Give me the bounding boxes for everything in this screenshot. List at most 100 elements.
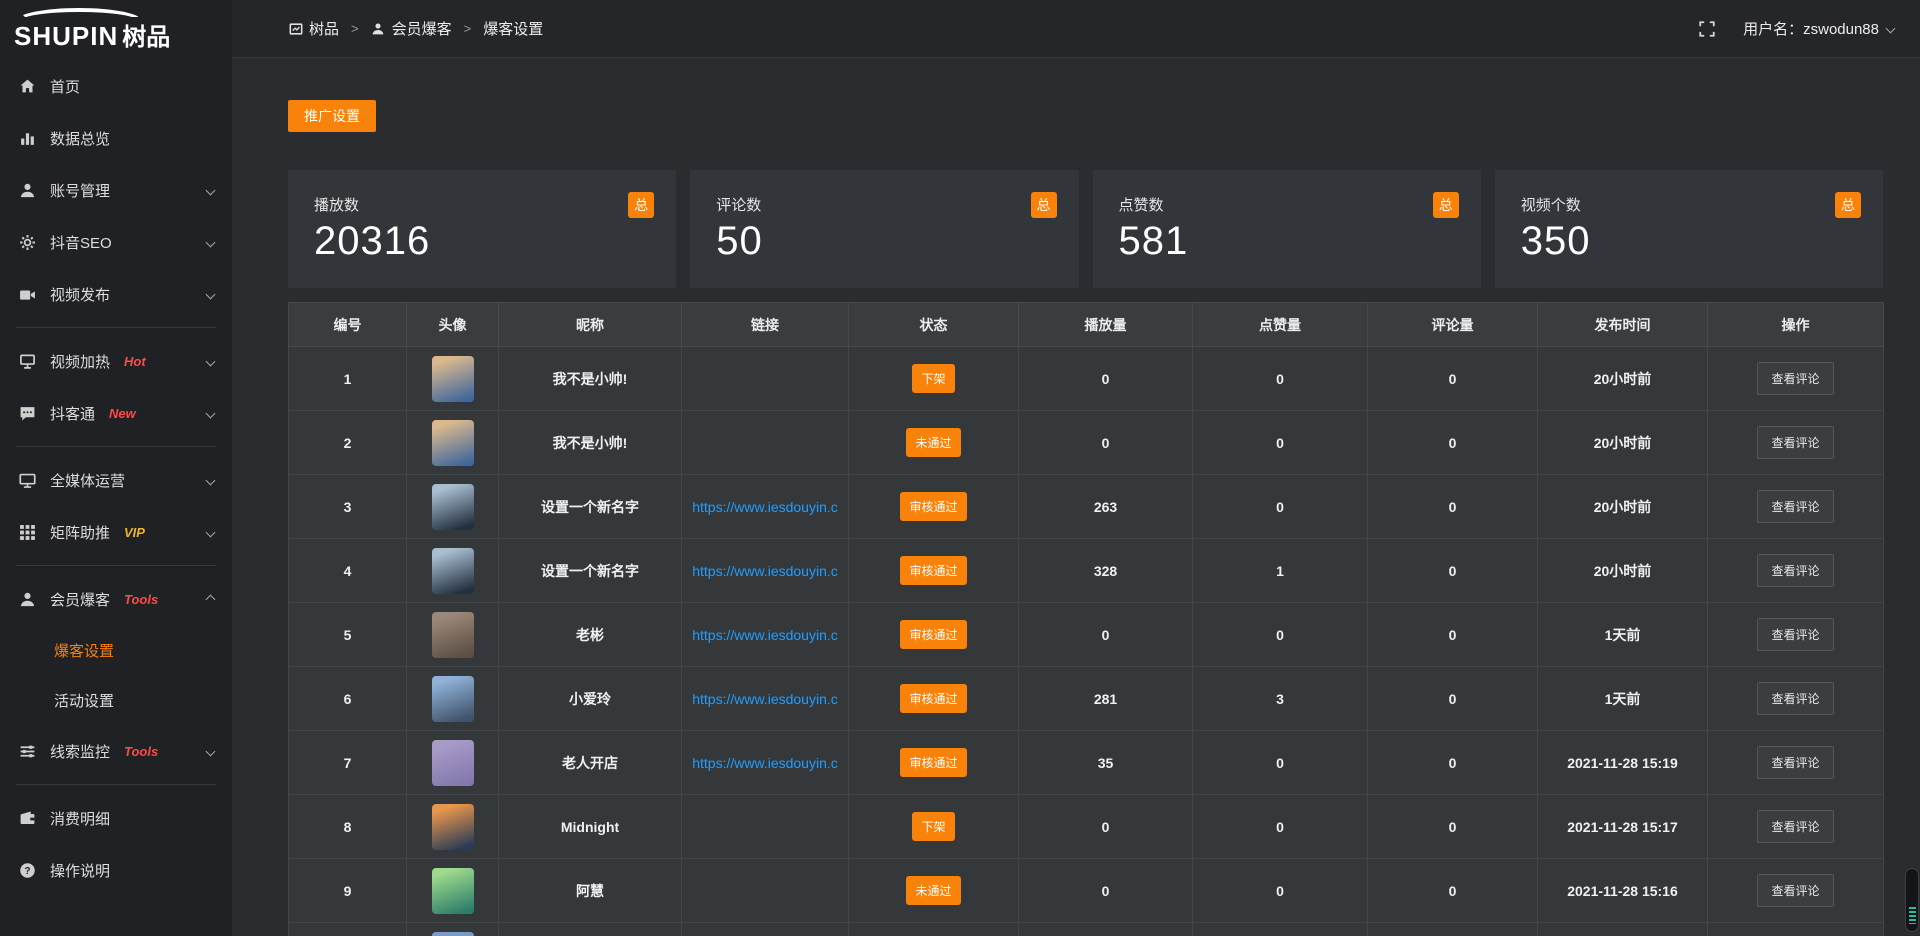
cell-avatar: [406, 346, 499, 411]
table-row: 8 Midnight 下架 0 0 0 2021-11-28 15:17 查看评…: [288, 794, 1884, 859]
sidebar-divider: [16, 327, 216, 328]
cell-nickname: Midnight: [498, 794, 682, 859]
chevron-up-icon: [205, 594, 216, 604]
cell-likes: 0: [1192, 858, 1368, 923]
user-icon: [18, 181, 36, 199]
cell-plays: 0: [1018, 602, 1193, 667]
cell-id: 2: [288, 410, 407, 475]
cell-plays: 263: [1018, 474, 1193, 539]
table-row: 5 老彬 https://www.iesdouyin.c 审核通过 0 0 0 …: [288, 602, 1884, 667]
video-link[interactable]: https://www.iesdouyin.c: [692, 690, 838, 707]
stat-card: 播放数 总 20316: [288, 170, 677, 288]
cell-status: 下架: [848, 346, 1019, 411]
sidebar-item-label: 抖音SEO: [50, 234, 112, 252]
cell-id: 3: [288, 474, 407, 539]
view-comments-button[interactable]: 查看评论: [1757, 490, 1834, 523]
breadcrumb-item[interactable]: 树品: [288, 18, 339, 39]
breadcrumb-item[interactable]: 会员爆客: [371, 18, 452, 39]
cell-avatar: [406, 538, 499, 603]
sidebar-item[interactable]: 视频加热 Hot: [0, 335, 232, 387]
gear-icon: [18, 233, 36, 251]
sidebar-item-label: 首页: [50, 78, 81, 96]
cell-publish-time: 2021-11-28 15:16: [1537, 858, 1708, 923]
status-badge: 审核通过: [900, 748, 967, 777]
view-comments-button[interactable]: 查看评论: [1757, 554, 1834, 587]
scrollbar-widget[interactable]: [1905, 868, 1919, 932]
stat-label: 点赞数: [1118, 197, 1164, 214]
table-row: 4 设置一个新名字 https://www.iesdouyin.c 审核通过 3…: [288, 538, 1884, 603]
sidebar-item[interactable]: 会员爆客 Tools: [0, 573, 232, 625]
username-label: 用户名：zswodun88: [1743, 21, 1879, 38]
stat-value: 50: [716, 219, 763, 263]
sidebar-item[interactable]: 全媒体运营: [0, 454, 232, 506]
status-badge: 未通过: [906, 428, 961, 457]
cell-status: 审核通过: [848, 602, 1019, 667]
stat-card: 评论数 总 50: [690, 170, 1079, 288]
sidebar-item-label: 视频发布: [50, 286, 111, 304]
stat-value: 20316: [314, 219, 431, 263]
sidebar-item[interactable]: 抖客通 New: [0, 387, 232, 439]
stat-card: 点赞数 总 581: [1092, 170, 1481, 288]
view-comments-button[interactable]: 查看评论: [1757, 810, 1834, 843]
sidebar-item[interactable]: 消费明细: [0, 792, 232, 844]
chevron-down-icon: [205, 527, 216, 537]
stats-row: 播放数 总 20316 评论数 总 50 点赞数 总 581 视频个数 总 35…: [288, 170, 1883, 288]
cell-plays: 281: [1018, 666, 1193, 731]
sidebar-item[interactable]: 数据总览: [0, 112, 232, 164]
promo-settings-button[interactable]: 推广设置: [288, 100, 376, 132]
cell-likes: 0: [1192, 346, 1368, 411]
video-link[interactable]: https://www.iesdouyin.c: [692, 754, 838, 771]
view-comments-button[interactable]: 查看评论: [1757, 618, 1834, 651]
sidebar: SHUPIN 树品 首页 数据总览 账号管理 抖音SEO 视频发布 视频加热 Hot 抖客通 Ne…: [0, 0, 232, 936]
sidebar-item-label: 会员爆客: [50, 591, 111, 609]
sidebar-item[interactable]: 视频发布: [0, 268, 232, 320]
cell-comments: 0: [1367, 410, 1538, 475]
sidebar-item-label: 线索监控: [50, 743, 111, 761]
sliders-icon: [18, 742, 36, 760]
video-link[interactable]: https://www.iesdouyin.c: [692, 626, 838, 643]
sidebar-item[interactable]: 首页: [0, 60, 232, 112]
cell-nickname: 我不是小帅!: [498, 346, 682, 411]
table-row: 9 阿慧 未通过 0 0 0 2021-11-28 15:16 查看评论: [288, 858, 1884, 923]
sidebar-item[interactable]: 抖音SEO: [0, 216, 232, 268]
cell-actions: 查看评论: [1707, 410, 1884, 475]
avatar: [431, 419, 474, 466]
scrollbar-stripes: [1909, 907, 1916, 924]
view-comments-button[interactable]: 查看评论: [1757, 426, 1834, 459]
video-icon: [18, 285, 36, 303]
column-header: 头像: [406, 302, 499, 347]
table-row: 6 小爱玲 https://www.iesdouyin.c 审核通过 281 3…: [288, 666, 1884, 731]
sidebar-subitem[interactable]: 活动设置: [54, 692, 115, 710]
sidebar-item-label: 消费明细: [50, 810, 111, 828]
view-comments-button[interactable]: 查看评论: [1757, 874, 1834, 907]
cell-plays: 0: [1018, 410, 1193, 475]
cell-comments: 0: [1367, 794, 1538, 859]
view-comments-button[interactable]: 查看评论: [1757, 746, 1834, 779]
avatar: [431, 547, 474, 594]
logo-brand: SHUPIN: [14, 21, 119, 51]
chevron-down-icon: [205, 289, 216, 299]
cell-link: [681, 410, 849, 475]
avatar: [431, 611, 474, 658]
cell-link: https://www.iesdouyin.c: [681, 538, 849, 603]
video-link[interactable]: https://www.iesdouyin.c: [692, 562, 838, 579]
username-dropdown[interactable]: 用户名：zswodun88: [1743, 18, 1896, 39]
cell-plays: 0: [1018, 794, 1193, 859]
view-comments-button[interactable]: 查看评论: [1757, 682, 1834, 715]
sidebar-item[interactable]: ? 操作说明: [0, 844, 232, 896]
table-row: [288, 922, 1884, 936]
breadcrumb-label: 会员爆客: [391, 21, 452, 38]
cell-likes: 3: [1192, 666, 1368, 731]
sidebar-item[interactable]: 账号管理: [0, 164, 232, 216]
cell-avatar: [406, 410, 499, 475]
sidebar-subitem[interactable]: 爆客设置: [54, 642, 115, 660]
column-header: 昵称: [498, 302, 682, 347]
fullscreen-icon[interactable]: [1697, 19, 1717, 39]
sidebar-item-label: 矩阵助推: [50, 524, 111, 542]
sidebar-item[interactable]: 线索监控 Tools: [0, 725, 232, 777]
sidebar-item[interactable]: 矩阵助推 VIP: [0, 506, 232, 558]
view-comments-button[interactable]: 查看评论: [1757, 362, 1834, 395]
table-row: 7 老人开店 https://www.iesdouyin.c 审核通过 35 0…: [288, 730, 1884, 795]
video-link[interactable]: https://www.iesdouyin.c: [692, 498, 838, 515]
status-badge: 下架: [912, 364, 955, 393]
